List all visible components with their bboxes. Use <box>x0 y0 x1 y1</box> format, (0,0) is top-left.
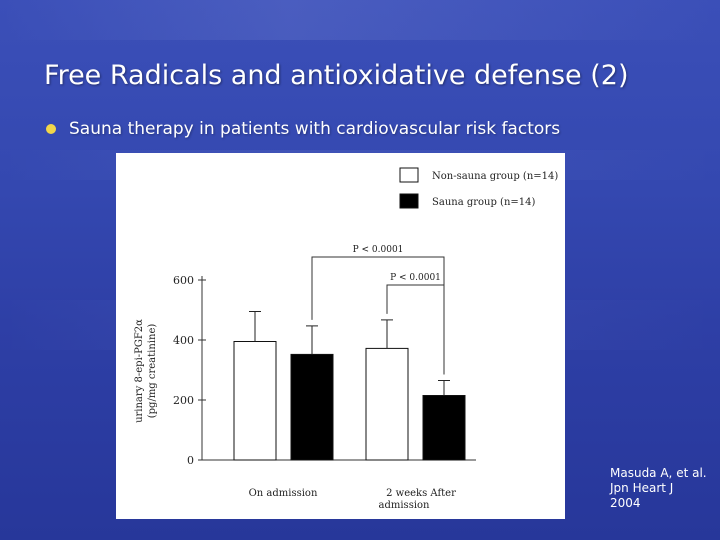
significance-bracket <box>386 284 445 375</box>
legend-label: Sauna group (n=14) <box>432 197 536 208</box>
y-tick-label: 0 <box>187 454 194 467</box>
y-tick-label: 600 <box>173 274 194 287</box>
citation-journal: Jpn Heart J <box>610 481 674 495</box>
y-tick-label: 400 <box>173 334 194 347</box>
bar <box>365 347 409 461</box>
legend-label: Non-sauna group (n=14) <box>432 171 558 182</box>
bar-chart: 0 200 400 600 urinary 8-epi-PGF2α (pg/mg crea… <box>134 167 558 511</box>
y-axis-label-line1: urinary 8-epi-PGF2α <box>134 319 145 423</box>
background-streak <box>0 0 720 40</box>
x-category-label: On admission <box>249 488 318 499</box>
citation-authors: Masuda A, et al. <box>610 466 707 480</box>
bullet-dot-icon <box>46 124 56 134</box>
y-tick-label: 200 <box>173 394 194 407</box>
citation-year: 2004 <box>610 496 641 510</box>
bar <box>233 341 277 461</box>
significance-label: P < 0.0001 <box>353 245 404 255</box>
bar <box>422 395 466 461</box>
slide-title: Free Radicals and antioxidative defense … <box>44 60 629 91</box>
x-category-label: 2 weeks After <box>386 488 456 499</box>
legend-swatch <box>399 167 419 183</box>
y-axis-label-line2: (pg/mg creatinine) <box>147 324 158 419</box>
bullet-item: Sauna therapy in patients with cardiovas… <box>46 117 560 141</box>
bullet-text: Sauna therapy in patients with cardiovas… <box>69 119 561 139</box>
significance-label: P < 0.0001 <box>390 273 441 283</box>
chart-figure: 0 200 400 600 urinary 8-epi-PGF2α (pg/mg crea… <box>116 153 565 519</box>
citation: Masuda A, et al. Jpn Heart J 2004 <box>610 466 715 511</box>
bar <box>290 353 334 461</box>
legend-swatch <box>399 193 419 209</box>
x-category-label: admission <box>379 500 431 511</box>
